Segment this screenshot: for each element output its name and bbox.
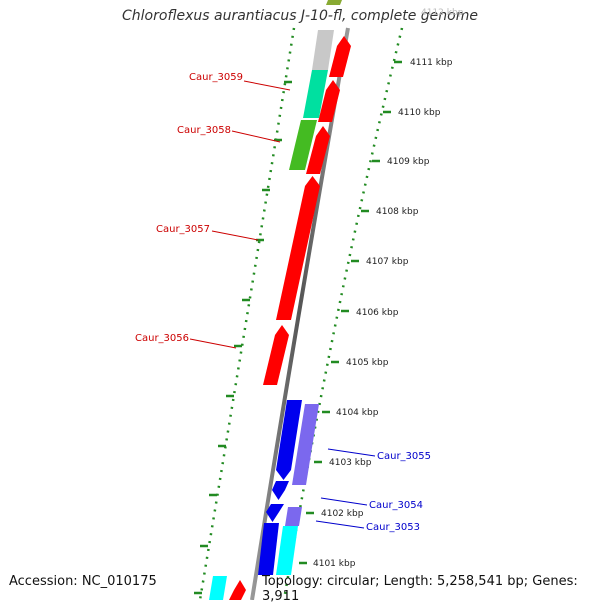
scale-label: 4102 kbp: [321, 509, 364, 519]
gene-label-caur-3053[interactable]: Caur_3053: [366, 522, 420, 533]
leader-line: [212, 231, 258, 240]
leader-line: [244, 81, 290, 90]
gene-block[interactable]: [312, 30, 334, 70]
gene-label-caur-3058[interactable]: Caur_3058: [177, 125, 231, 136]
scale-label: 4105 kbp: [346, 358, 389, 368]
gene-block[interactable]: [209, 576, 227, 600]
gene-label-caur-3056[interactable]: Caur_3056: [135, 333, 189, 344]
gene-label-caur-3057[interactable]: Caur_3057: [156, 224, 210, 235]
gene-label-caur-3054[interactable]: Caur_3054: [369, 500, 423, 511]
gene-block[interactable]: [263, 325, 289, 385]
gene-block[interactable]: [326, 0, 342, 5]
gene-block[interactable]: [285, 507, 302, 526]
accession-text: Accession: NC_010175: [9, 574, 157, 589]
gene-label-caur-3059[interactable]: Caur_3059: [189, 72, 243, 83]
gene-block[interactable]: [272, 481, 289, 500]
scale-label: 4112 kbp: [421, 8, 464, 18]
leader-line: [190, 339, 236, 348]
scale-label: 4109 kbp: [387, 157, 430, 167]
gene-block[interactable]: [229, 580, 246, 600]
leader-line: [321, 498, 367, 505]
scale-label: 4104 kbp: [336, 408, 379, 418]
scale-label: 4111 kbp: [410, 58, 453, 68]
gene-block[interactable]: [276, 176, 320, 320]
gene-block[interactable]: [329, 36, 351, 77]
gene-label-caur-3055[interactable]: Caur_3055: [377, 451, 431, 462]
scale-label: 4107 kbp: [366, 257, 409, 267]
scale-label: 4103 kbp: [329, 458, 372, 468]
leader-line: [328, 449, 375, 456]
gene-block[interactable]: [276, 526, 298, 575]
genome-map: 4112 kbp 4111 kbp 4110 kbp 4109 kbp 4108…: [0, 0, 600, 600]
scale-label: 4101 kbp: [313, 559, 356, 569]
leader-line: [232, 131, 280, 142]
leader-line: [316, 521, 364, 528]
scale-label: 4108 kbp: [376, 207, 419, 217]
scale-label: 4106 kbp: [356, 308, 399, 318]
scale-label: 4110 kbp: [398, 108, 441, 118]
